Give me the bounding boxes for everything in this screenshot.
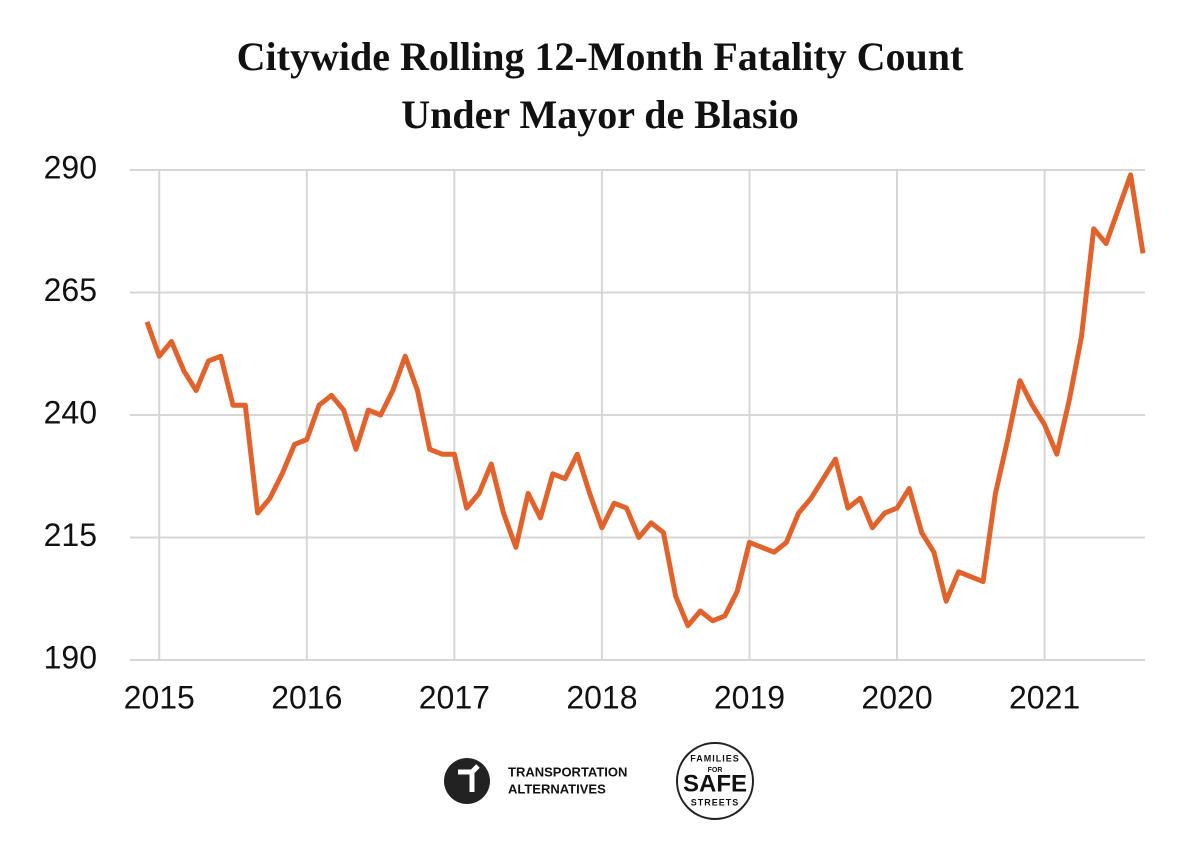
fss-text: SAFE [683, 770, 747, 797]
x-tick-label: 2017 [419, 679, 490, 715]
ta-text: ALTERNATIVES [508, 781, 606, 796]
x-tick-label: 2021 [1009, 679, 1080, 715]
chart-title: Citywide Rolling 12-Month Fatality Count… [236, 34, 964, 137]
ta-arrow [458, 764, 480, 792]
fss-text: FOR [708, 767, 723, 774]
x-tick-label: 2019 [714, 679, 785, 715]
fss-ring [676, 742, 754, 820]
y-tick-label: 290 [44, 149, 97, 185]
ta-text: TRANSPORTATION [508, 764, 627, 779]
x-tick-label: 2020 [861, 679, 932, 715]
y-tick-label: 265 [44, 272, 97, 308]
fss-text: STREETS [691, 797, 740, 807]
x-tick-label: 2018 [566, 679, 637, 715]
y-tick-label: 215 [44, 517, 97, 553]
y-tick-label: 240 [44, 394, 97, 430]
x-tick-label: 2015 [124, 679, 195, 715]
ta-icon [444, 758, 490, 804]
fss-logo: FAMILIES FOR SAFE STREETS [676, 742, 754, 820]
y-tick-label: 190 [44, 639, 97, 675]
x-tick-label: 2016 [271, 679, 342, 715]
fss-text: FAMILIES [690, 753, 740, 763]
ta-logo: TRANSPORTATION ALTERNATIVES [444, 758, 627, 804]
series-line [144, 172, 1146, 629]
